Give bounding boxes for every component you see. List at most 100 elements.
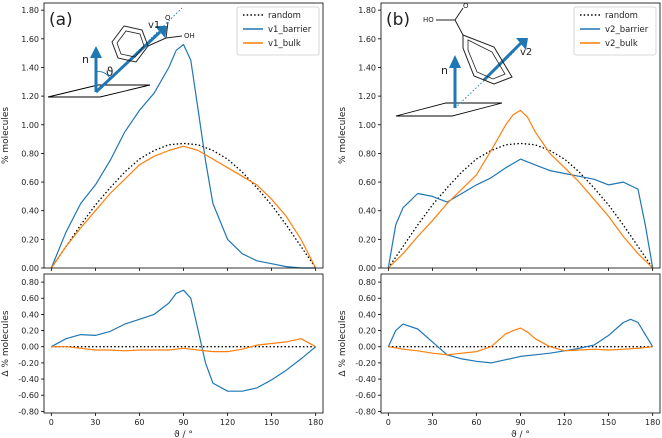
- y-tick-label: 0.80: [358, 149, 376, 158]
- panel-3: -0.80 -0.60 -0.40 -0.20 0.00 0.20 0.40 0.60 0.80…: [338, 273, 661, 438]
- inset-vector-arrowhead: [155, 26, 167, 38]
- y-tick-label: -0.60: [355, 391, 376, 400]
- inset-bond: [165, 21, 169, 39]
- x-tick-label: 60: [134, 418, 144, 427]
- y-tick-label: 0.20: [21, 327, 39, 336]
- y-tick-label: 0.00: [358, 264, 376, 273]
- x-tick-label: 150: [264, 418, 279, 427]
- axes-frame: [380, 273, 661, 414]
- x-tick-label: 30: [90, 418, 100, 427]
- y-tick-label: 0.00: [358, 343, 376, 352]
- y-tick-label: 0.40: [358, 310, 376, 319]
- y-tick-label: 0.20: [21, 235, 39, 244]
- y-tick-label: 1.00: [21, 121, 39, 130]
- legend-label: v1_bulk: [268, 39, 301, 49]
- series-v2_barrier: [387, 318, 654, 364]
- y-axis-label: % molecules: [338, 107, 348, 164]
- y-tick-label: 1.00: [358, 121, 376, 130]
- inset-n-label: n: [82, 53, 89, 66]
- y-tick-label: -0.20: [355, 359, 376, 368]
- series-v2_barrier: [387, 158, 654, 269]
- y-tick-label: -0.20: [18, 359, 39, 368]
- y-tick-label: 0.60: [21, 294, 39, 303]
- x-tick-label: 30: [427, 418, 437, 427]
- inset-atom-label: O: [165, 14, 171, 22]
- y-tick-label: 0.80: [21, 278, 39, 287]
- inset-v-label: v2: [520, 47, 532, 58]
- y-tick-label: 1.80: [21, 6, 39, 15]
- y-tick-label: 0.20: [358, 327, 376, 336]
- y-tick-label: 1.40: [21, 63, 39, 72]
- inset-atom-label: OH: [184, 32, 195, 40]
- inset-theta-label: ϑ: [106, 65, 113, 79]
- y-tick-label: -0.40: [355, 375, 376, 384]
- series-v2_bulk: [388, 327, 653, 356]
- y-tick-label: 1.20: [21, 92, 39, 101]
- series-v1_bulk: [51, 338, 316, 353]
- x-tick-label: 150: [601, 418, 616, 427]
- x-axis-label: ϑ / °: [174, 430, 193, 438]
- panel-label: (b): [386, 10, 410, 30]
- y-axis-label: Δ % molecules: [338, 310, 348, 376]
- y-tick-label: -0.80: [355, 407, 376, 416]
- y-tick-label: 0.60: [358, 294, 376, 303]
- x-axis-label: ϑ / °: [511, 430, 530, 438]
- x-tick-label: 60: [471, 418, 481, 427]
- panel-1: -0.80 -0.60 -0.40 -0.20 0.00 0.20 0.40 0.60 0.80…: [1, 273, 324, 438]
- axes-frame: [43, 273, 324, 414]
- y-tick-label: 1.60: [358, 35, 376, 44]
- series-v2_bulk: [387, 109, 654, 269]
- y-axis-label: Δ % molecules: [1, 310, 11, 376]
- y-tick-label: 1.40: [358, 63, 376, 72]
- x-tick-label: 180: [645, 418, 660, 427]
- inset-atom-label: O: [463, 2, 469, 10]
- y-tick-label: 0.20: [358, 235, 376, 244]
- inset-bond: [147, 37, 167, 47]
- inset-vector-arrow: [482, 40, 524, 82]
- inset-diagram: n v2 HO O: [395, 2, 532, 117]
- x-tick-label: 120: [220, 418, 235, 427]
- x-tick-label: 0: [386, 418, 391, 427]
- inset-bond: [165, 35, 183, 39]
- y-tick-label: -0.40: [18, 375, 39, 384]
- y-tick-label: 0.40: [21, 310, 39, 319]
- inset-ring-inner: [467, 39, 506, 80]
- series-v1_barrier: [51, 289, 317, 392]
- legend-label: v2_barrier: [605, 25, 649, 35]
- y-tick-label: -0.80: [18, 407, 39, 416]
- inset-plane: [47, 84, 151, 98]
- inset-ring-inner: [116, 30, 145, 58]
- x-tick-label: 90: [515, 418, 525, 427]
- y-tick-label: 0.40: [358, 207, 376, 216]
- inset-normal-arrowhead: [90, 46, 102, 58]
- axes-frame: [43, 2, 324, 269]
- legend-label: random: [268, 11, 301, 21]
- y-tick-label: 1.80: [358, 6, 376, 15]
- series-random: [50, 142, 317, 269]
- panel-0: 0.00 0.20 0.40 0.60 0.80 1.00 1.20 1.40 1.60 1.80…: [1, 2, 324, 273]
- inset-diagram: n v1 ϑ O OH: [47, 7, 195, 98]
- y-tick-label: 0.80: [21, 149, 39, 158]
- series-v1_bulk: [50, 145, 317, 269]
- y-axis-label: % molecules: [1, 107, 11, 164]
- x-tick-label: 180: [308, 418, 323, 427]
- legend-label: v2_bulk: [605, 39, 638, 49]
- inset-plane: [395, 102, 503, 117]
- x-tick-label: 90: [178, 418, 188, 427]
- panel-2: 0.00 0.20 0.40 0.60 0.80 1.00 1.20 1.40 1.60 1.80…: [338, 2, 661, 273]
- series-v1_barrier: [50, 43, 316, 269]
- legend-label: random: [605, 11, 638, 21]
- panel-label: (a): [49, 10, 73, 30]
- y-tick-label: 0.00: [21, 343, 39, 352]
- inset-ring: [462, 34, 513, 85]
- inset-n-label: n: [441, 64, 448, 77]
- series-random: [387, 142, 654, 269]
- y-tick-label: 0.40: [21, 207, 39, 216]
- inset-normal-arrowhead: [449, 55, 461, 68]
- x-tick-label: 0: [49, 418, 54, 427]
- y-tick-label: 0.00: [21, 264, 39, 273]
- x-tick-label: 120: [557, 418, 572, 427]
- y-tick-label: 0.80: [358, 278, 376, 287]
- y-tick-label: -0.60: [18, 391, 39, 400]
